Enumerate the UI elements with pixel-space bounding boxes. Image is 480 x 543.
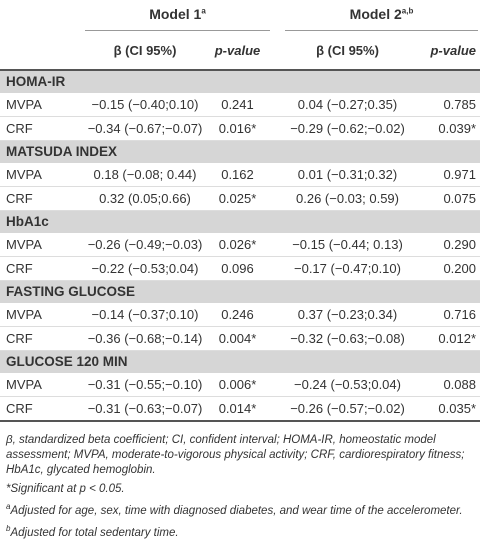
- model-title: Model 2: [349, 6, 402, 22]
- cell: −0.31 (−0.63;−0.07): [87, 401, 203, 416]
- cell: −0.36 (−0.68;−0.14): [87, 331, 203, 346]
- section-title: MATSUDA INDEX: [6, 144, 117, 159]
- cell: 0.200: [443, 261, 476, 276]
- row-label: CRF: [6, 191, 33, 206]
- row-label: MVPA: [6, 307, 42, 322]
- rule: [0, 350, 480, 351]
- cell: −0.26 (−0.49;−0.03): [87, 237, 203, 252]
- section-bar: GLUCOSE 120 MIN: [0, 351, 480, 373]
- cell: 0.004*: [218, 331, 257, 346]
- cell: 0.039*: [438, 121, 476, 136]
- column-header: β (CI 95%): [113, 43, 177, 58]
- cell: −0.17 (−0.47;0.10): [294, 261, 401, 276]
- column-header: p-value: [214, 43, 261, 58]
- model-header: Model 1a: [85, 6, 270, 22]
- footnote: aAdjusted for age, sex, time with diagno…: [6, 499, 474, 519]
- footnote-text: Adjusted for age, sex, time with diagnos…: [10, 504, 463, 517]
- cell: 0.04 (−0.27;0.35): [297, 97, 398, 112]
- section-title: HOMA-IR: [6, 74, 66, 89]
- cell: 0.088: [443, 377, 476, 392]
- model-footnote-mark: a: [201, 6, 206, 16]
- cell: 0.290: [443, 237, 476, 252]
- cell: 0.18 (−0.08; 0.44): [93, 167, 197, 182]
- rule: [0, 256, 480, 257]
- cell: 0.246: [221, 307, 254, 322]
- row-label: CRF: [6, 121, 33, 136]
- footnote: *Significant at p < 0.05.: [6, 483, 125, 495]
- row-label: MVPA: [6, 237, 42, 252]
- cell: 0.096: [221, 261, 254, 276]
- cell: 0.37 (−0.23;0.34): [297, 307, 398, 322]
- cell: −0.15 (−0.40;0.10): [91, 97, 199, 112]
- footnote-mark: b: [6, 523, 11, 533]
- rule: [0, 140, 480, 141]
- section-bar: MATSUDA INDEX: [0, 141, 480, 163]
- footnote-text: Adjusted for total sedentary time.: [10, 526, 179, 539]
- rule: [0, 280, 480, 281]
- section-bar: HbA1c: [0, 211, 480, 233]
- cell: 0.026*: [218, 237, 257, 252]
- row-label: MVPA: [6, 167, 42, 182]
- cell: 0.971: [443, 167, 476, 182]
- model-footnote-mark: a,b: [401, 6, 414, 16]
- cell: 0.016*: [218, 121, 257, 136]
- section-title: FASTING GLUCOSE: [6, 284, 136, 299]
- cell: 0.075: [443, 191, 476, 206]
- rule: [85, 30, 270, 31]
- model-header: Model 2a,b: [285, 6, 478, 22]
- rule: [0, 326, 480, 327]
- section-bar: FASTING GLUCOSE: [0, 281, 480, 303]
- cell: 0.26 (−0.03; 0.59): [296, 191, 399, 206]
- rule: [0, 210, 480, 211]
- cell: 0.162: [221, 167, 254, 182]
- section-title: GLUCOSE 120 MIN: [6, 354, 128, 369]
- section-bar: HOMA-IR: [0, 71, 480, 93]
- footnotes: β, standardized beta coefficient; CI, co…: [6, 433, 474, 543]
- cell: −0.34 (−0.67;−0.07): [87, 121, 203, 136]
- footnote-mark: a: [6, 502, 11, 511]
- cell: 0.025*: [218, 191, 257, 206]
- cell: −0.14 (−0.37;0.10): [91, 307, 199, 322]
- cell: 0.716: [443, 307, 476, 322]
- section-title: HbA1c: [6, 214, 49, 229]
- rule: [0, 69, 480, 71]
- rule: [0, 420, 480, 422]
- rule: [0, 396, 480, 397]
- column-header: p-value: [430, 43, 476, 58]
- cell: 0.01 (−0.31;0.32): [297, 167, 398, 182]
- row-label: MVPA: [6, 97, 42, 112]
- cell: 0.035*: [438, 401, 476, 416]
- rule: [0, 186, 480, 187]
- row-label: CRF: [6, 401, 33, 416]
- cell: 0.012*: [438, 331, 476, 346]
- cell: −0.29 (−0.62;−0.02): [290, 121, 405, 136]
- cell: −0.26 (−0.57;−0.02): [290, 401, 405, 416]
- cell: 0.32 (0.05;0.66): [99, 191, 191, 206]
- model-title: Model 1: [149, 6, 202, 22]
- footnote: bAdjusted for total sedentary time.: [6, 521, 474, 541]
- column-header: β (CI 95%): [316, 43, 379, 58]
- cell: 0.241: [221, 97, 254, 112]
- cell: 0.006*: [218, 377, 257, 392]
- cell: −0.32 (−0.63;−0.08): [290, 331, 405, 346]
- cell: −0.15 (−0.44; 0.13): [292, 237, 403, 252]
- footnote: β, standardized beta coefficient; CI, co…: [6, 434, 465, 476]
- row-label: CRF: [6, 331, 33, 346]
- cell: 0.785: [443, 97, 476, 112]
- cell: −0.24 (−0.53;0.04): [294, 377, 401, 392]
- cell: 0.014*: [218, 401, 257, 416]
- rule: [285, 30, 478, 31]
- row-label: CRF: [6, 261, 33, 276]
- row-label: MVPA: [6, 377, 42, 392]
- cell: −0.22 (−0.53;0.04): [91, 261, 199, 276]
- rule: [0, 116, 480, 117]
- cell: −0.31 (−0.55;−0.10): [87, 377, 203, 392]
